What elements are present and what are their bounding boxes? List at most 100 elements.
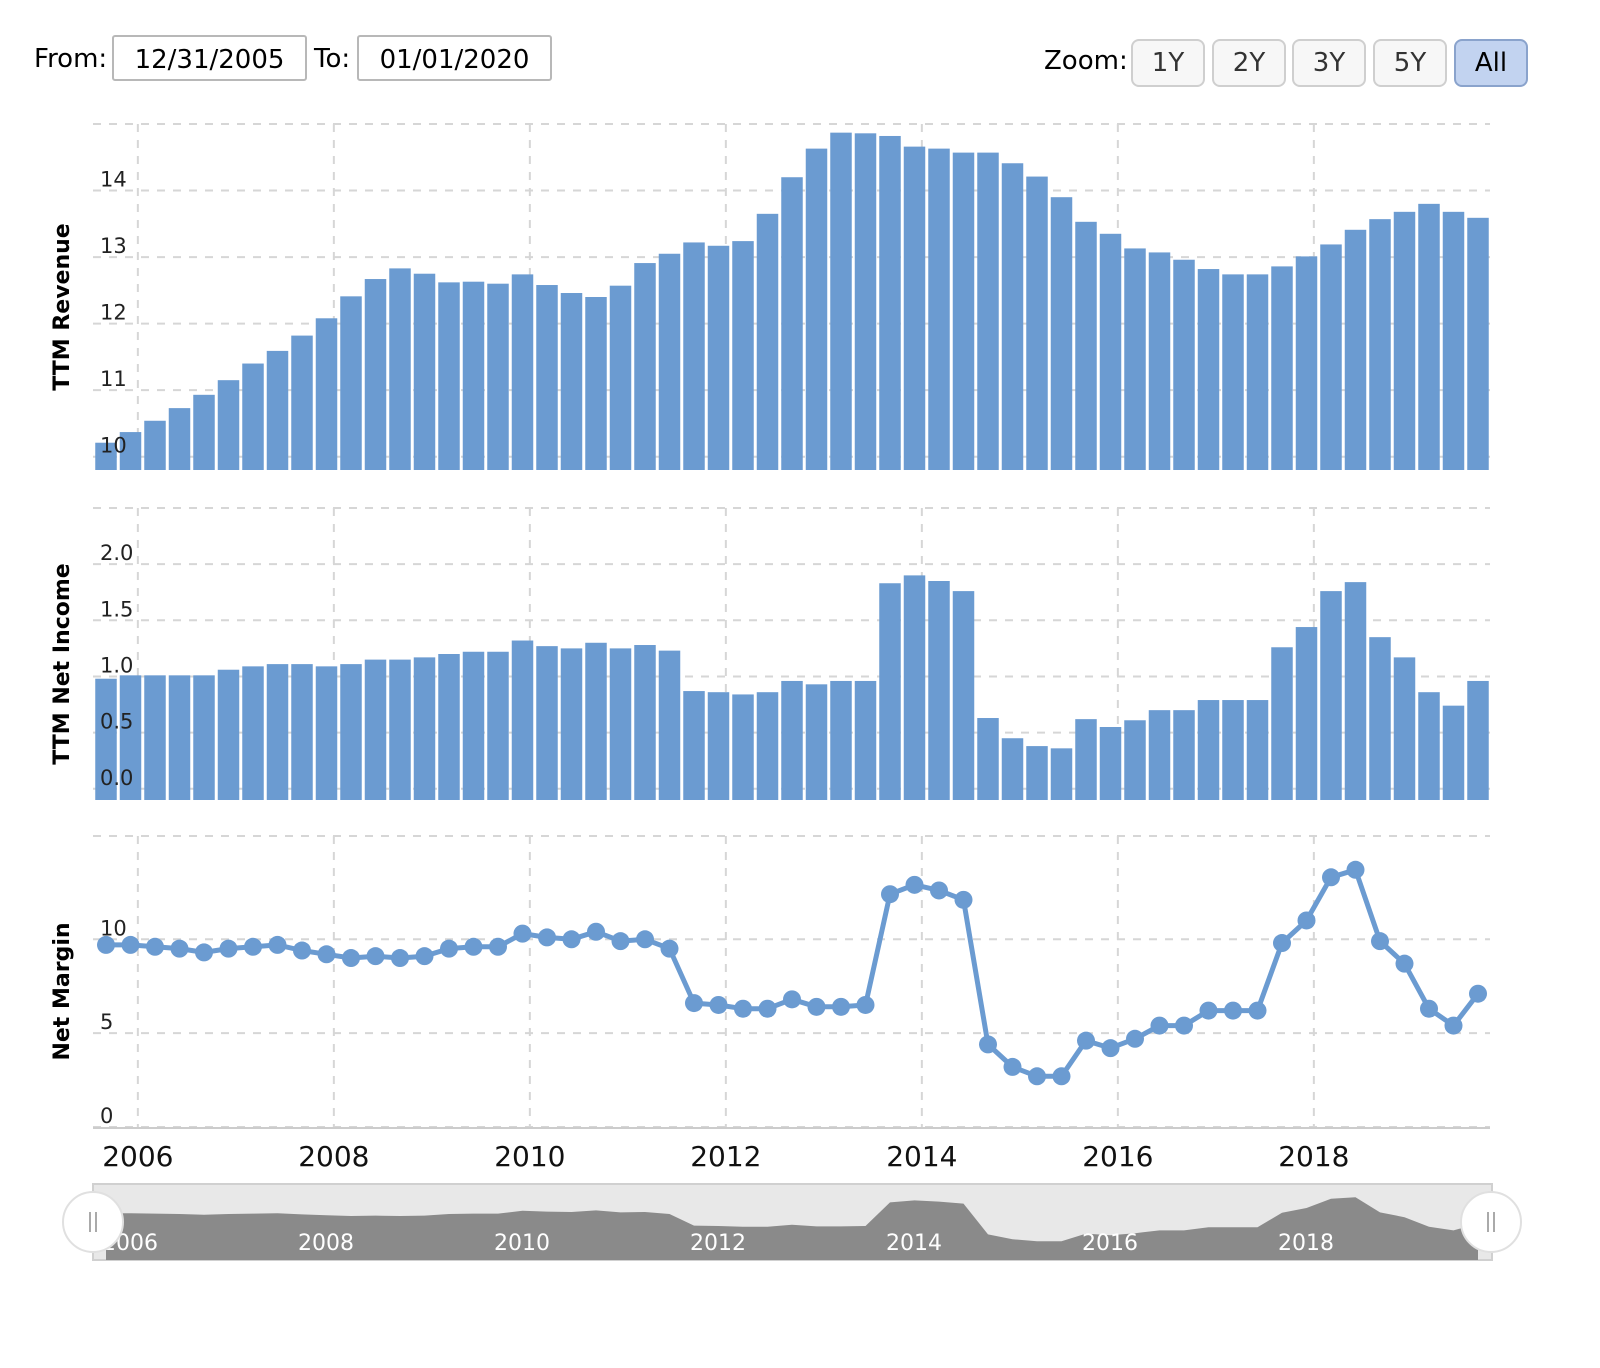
net-income-bar xyxy=(364,659,387,800)
from-date-input[interactable]: 12/31/2005 xyxy=(112,35,307,81)
net-income-ytick-label: 0.0 xyxy=(100,766,133,790)
net-income-bar xyxy=(1344,582,1367,800)
net-margin-ytick-label: 10 xyxy=(100,916,127,940)
net-margin-point xyxy=(440,939,458,958)
net-margin-point xyxy=(1028,1067,1046,1086)
net-income-bar xyxy=(830,680,852,800)
net-income-bar xyxy=(1295,627,1318,800)
net-income-ytick-label: 1.5 xyxy=(100,597,133,621)
net-margin-point xyxy=(1101,1039,1120,1058)
revenue-bar xyxy=(1173,259,1195,470)
revenue-bar xyxy=(732,241,754,470)
net-margin-point xyxy=(1199,1001,1218,1020)
net-income-bar xyxy=(658,650,681,800)
revenue-bar xyxy=(977,152,999,470)
revenue-bar xyxy=(119,432,142,470)
revenue-axis-title: TTM Revenue xyxy=(50,223,75,390)
navigator-tick-label: 2010 xyxy=(494,1231,550,1256)
net-margin-series-line xyxy=(106,867,1480,1079)
net-margin-point xyxy=(366,947,385,966)
net-margin-axis-title: Net Margin xyxy=(50,922,75,1060)
revenue-bar xyxy=(1344,229,1367,470)
revenue-bar xyxy=(487,283,509,470)
net-income-bar xyxy=(217,669,240,800)
net-income-bar xyxy=(1369,637,1391,800)
x-tick-label: 2012 xyxy=(690,1140,761,1173)
to-date-input[interactable]: 01/01/2020 xyxy=(357,35,552,81)
revenue-bar xyxy=(1148,252,1171,470)
net-margin-point xyxy=(636,930,654,949)
x-tick-label: 2014 xyxy=(886,1140,957,1173)
net-margin-pane: 0 5 10 Net Margin xyxy=(50,835,1490,1128)
net-margin-point xyxy=(121,935,140,954)
net-margin-point xyxy=(1469,984,1487,1003)
net-margin-point xyxy=(244,937,262,956)
net-margin-point xyxy=(97,935,115,954)
net-margin-point xyxy=(562,930,581,949)
zoom-1y-button[interactable]: 1Y xyxy=(1131,39,1205,87)
net-income-bar xyxy=(1222,700,1244,800)
net-income-bar xyxy=(487,651,509,800)
revenue-bar xyxy=(1418,203,1440,470)
zoom-5y-button[interactable]: 5Y xyxy=(1373,39,1447,87)
revenue-bar xyxy=(340,296,362,470)
x-tick-label: 2008 xyxy=(298,1140,369,1173)
x-tick-label: 2006 xyxy=(102,1140,173,1173)
net-income-ytick-label: 1.0 xyxy=(100,653,133,677)
net-margin-point xyxy=(1175,1016,1193,1035)
navigator-tick-label: 2012 xyxy=(690,1231,746,1256)
net-margin-point xyxy=(415,947,434,966)
net-margin-point xyxy=(758,999,777,1018)
net-margin-point xyxy=(734,999,752,1018)
revenue-bar xyxy=(1320,244,1342,470)
net-margin-point xyxy=(1224,1001,1242,1020)
net-margin-point xyxy=(979,1035,997,1054)
net-income-bar xyxy=(1467,680,1489,800)
zoom-label: Zoom: xyxy=(1044,46,1128,76)
revenue-ytick-label: 10 xyxy=(100,434,127,458)
net-margin-point xyxy=(1346,860,1365,879)
zoom-2y-button[interactable]: 2Y xyxy=(1212,39,1286,87)
navigator-tick-label: 2008 xyxy=(298,1231,354,1256)
net-income-bar xyxy=(1075,719,1097,800)
net-margin-point xyxy=(464,937,483,956)
net-margin-point xyxy=(807,997,826,1016)
navigator-tick-label: 2018 xyxy=(1278,1231,1334,1256)
net-income-bar xyxy=(560,648,583,800)
net-income-bar xyxy=(707,692,730,800)
net-margin-point xyxy=(954,890,973,909)
navigator-series-area xyxy=(106,1197,1478,1260)
net-income-bar xyxy=(1246,700,1269,800)
net-margin-point xyxy=(170,939,189,958)
net-margin-point xyxy=(1248,1001,1267,1020)
net-income-bar xyxy=(1050,748,1073,800)
zoom-3y-button[interactable]: 3Y xyxy=(1292,39,1366,87)
revenue-bar xyxy=(634,263,656,470)
net-margin-point xyxy=(317,945,336,964)
navigator-right-handle[interactable] xyxy=(1460,1191,1522,1253)
navigator-left-handle[interactable] xyxy=(62,1191,124,1253)
revenue-ytick-label: 11 xyxy=(100,367,127,391)
net-margin-point xyxy=(783,990,801,1009)
net-income-bar xyxy=(536,646,558,800)
from-label: From: xyxy=(34,44,108,74)
net-margin-ytick-label: 5 xyxy=(100,1010,113,1034)
revenue-bar xyxy=(1197,269,1220,470)
net-income-bar xyxy=(1001,738,1024,800)
revenue-bar xyxy=(707,245,730,470)
net-income-bar xyxy=(977,718,999,800)
revenue-bar xyxy=(217,380,240,470)
net-margin-point xyxy=(1322,868,1340,887)
revenue-bar xyxy=(1075,221,1097,470)
net-income-axis-title: TTM Net Income xyxy=(50,563,75,764)
net-income-bar xyxy=(781,680,803,800)
navigator-right-handle-knob xyxy=(1460,1191,1522,1253)
net-income-bar xyxy=(119,675,142,800)
revenue-bar xyxy=(805,148,828,470)
zoom-all-button[interactable]: All xyxy=(1454,39,1528,87)
net-income-bar xyxy=(438,654,460,800)
net-margin-ytick-label: 0 xyxy=(100,1104,113,1128)
to-label: To: xyxy=(314,44,351,74)
net-income-bar xyxy=(1173,710,1195,800)
